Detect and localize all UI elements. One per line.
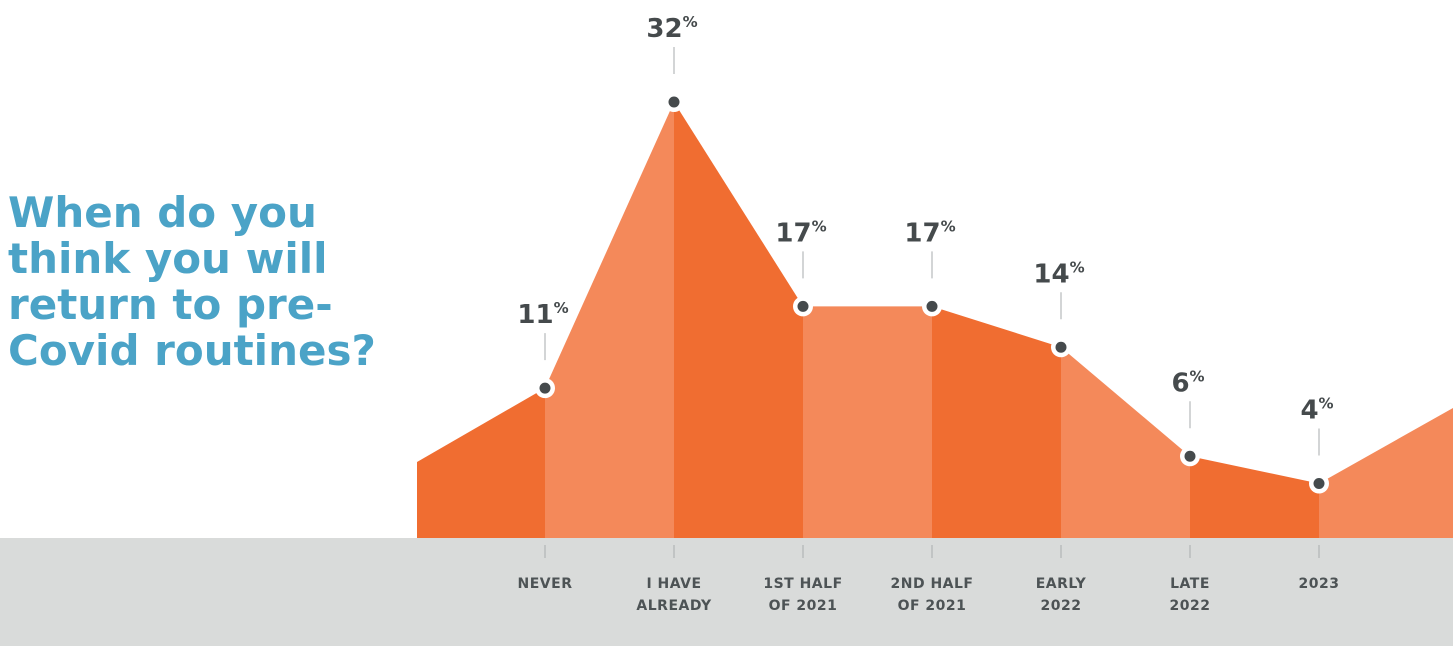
data-point <box>1184 450 1196 462</box>
category-label: I HAVE ALREADY <box>636 576 712 614</box>
value-label: 14% <box>1033 258 1084 289</box>
data-point <box>926 300 938 312</box>
category-label: EARLY 2022 <box>1036 576 1087 614</box>
data-markers <box>535 92 1329 494</box>
area-band <box>1319 408 1453 538</box>
value-label: 4% <box>1300 395 1333 426</box>
category-label: 1ST HALF OF 2021 <box>763 576 842 614</box>
category-labels: NEVER I HAVE ALREADY 1ST HALF OF 2021 2ND HAL… <box>518 576 1340 614</box>
ground-band <box>0 538 1453 646</box>
x-ticks <box>544 545 1320 558</box>
category-label: NEVER <box>518 576 573 592</box>
area-band <box>932 306 1061 538</box>
value-label: 17% <box>904 217 955 248</box>
area-band <box>1190 456 1319 538</box>
category-label: LATE 2022 <box>1170 576 1211 614</box>
area-band <box>417 388 545 538</box>
category-label: 2ND HALF OF 2021 <box>891 576 974 614</box>
value-label: 11% <box>517 299 568 330</box>
area-band <box>803 306 932 538</box>
value-label: 32% <box>646 13 697 44</box>
value-label: 6% <box>1171 367 1204 398</box>
data-point <box>539 382 551 394</box>
value-label: 17% <box>775 217 826 248</box>
data-point <box>1055 341 1067 353</box>
category-label: 2023 <box>1299 576 1340 592</box>
value-labels: 11% 32% 17% 17% 14% 6% 4% <box>517 13 1333 426</box>
data-point <box>668 96 680 108</box>
area-band <box>674 102 803 538</box>
chart-title: When do you think you will return to pre… <box>8 188 376 375</box>
area-bands <box>417 102 1453 538</box>
label-leader-lines <box>544 47 1320 456</box>
area-band <box>545 102 674 538</box>
data-point <box>797 300 809 312</box>
data-point <box>1313 478 1325 489</box>
area-band <box>1061 347 1190 538</box>
